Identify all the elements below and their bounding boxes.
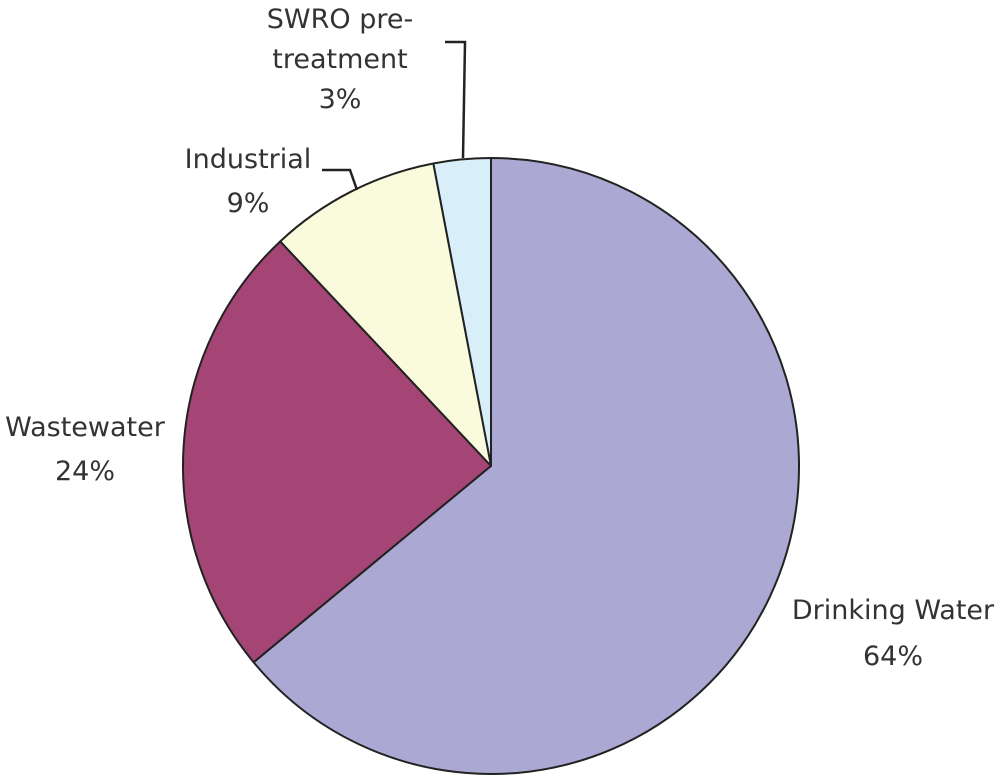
category-label: SWRO pre-treatment xyxy=(266,4,414,75)
value-label: 3% xyxy=(318,84,362,115)
pie-slice xyxy=(252,157,800,775)
pie-slice xyxy=(182,240,492,664)
slice-label: Drinking Water 64% xyxy=(783,588,1002,680)
leader-line xyxy=(322,168,359,191)
leader-line xyxy=(445,40,467,159)
category-label: Drinking Water xyxy=(791,595,995,626)
slice-label: SWRO pre-treatment 3% xyxy=(250,0,430,120)
value-label: 9% xyxy=(226,188,270,219)
category-label: Industrial xyxy=(184,144,312,175)
category-label: Wastewater xyxy=(5,412,165,443)
value-label: 24% xyxy=(54,456,115,487)
value-label: 64% xyxy=(862,641,923,672)
slice-label: Industrial 9% xyxy=(148,138,348,226)
pie-slice xyxy=(279,162,492,467)
slice-label: Wastewater 24% xyxy=(0,406,190,494)
